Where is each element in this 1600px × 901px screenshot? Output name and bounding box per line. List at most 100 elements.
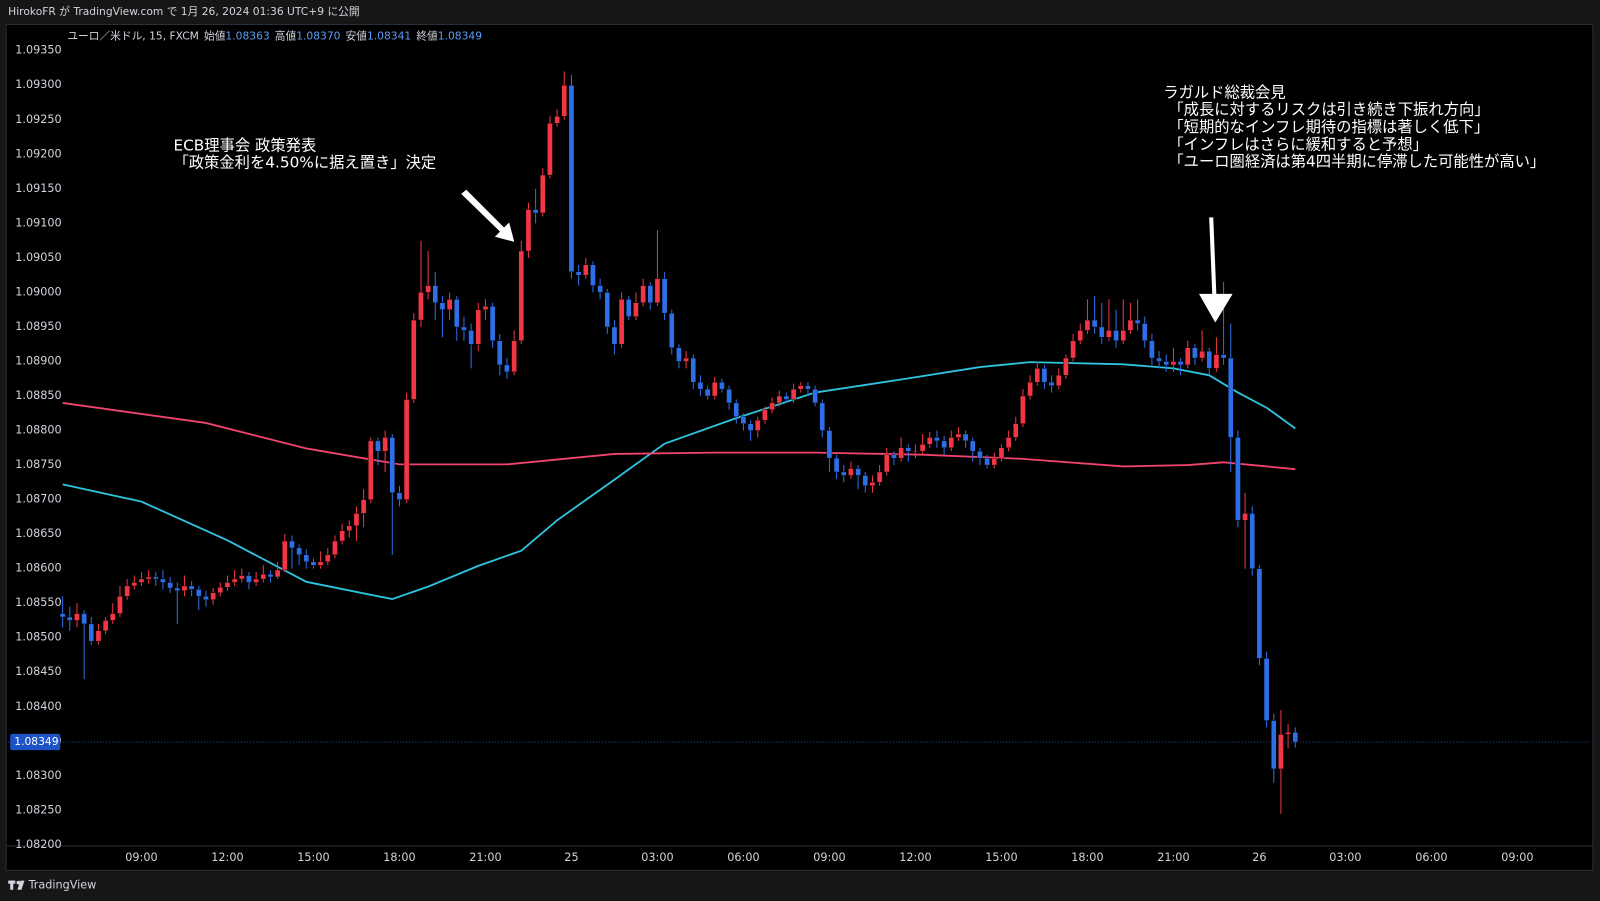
- candle-body: [697, 381, 704, 390]
- candle-body: [368, 440, 374, 500]
- x-tick-label: 09:00: [1501, 851, 1533, 864]
- logo-part: [16, 880, 21, 885]
- candle-body: [511, 340, 517, 373]
- last-price-tag: [10, 733, 61, 751]
- ohlc-value: 1.08363: [225, 30, 269, 43]
- candle-body: [1134, 319, 1141, 324]
- candle-body: [224, 582, 231, 588]
- ohlc-label: 始値: [204, 30, 226, 43]
- candle-body: [833, 457, 840, 473]
- candle-body: [1020, 395, 1026, 424]
- arrow: [1198, 217, 1233, 323]
- y-tick-label: 1.08450: [15, 665, 61, 678]
- candle-body: [704, 388, 711, 397]
- x-tick-label: 18:00: [383, 851, 415, 864]
- candle-body: [905, 447, 912, 452]
- candle-body: [848, 468, 854, 476]
- candle-body: [590, 264, 596, 286]
- footer-brand: TradingView: [28, 879, 97, 892]
- candle-body: [360, 499, 367, 514]
- candle-body: [826, 430, 833, 459]
- x-tick-label: 21:00: [469, 851, 501, 864]
- candle-body: [267, 573, 274, 578]
- candle-body: [876, 471, 883, 483]
- candle-body: [934, 437, 940, 442]
- candle-body: [454, 299, 460, 328]
- symbol-legend: ユーロ／米ドル, 15, FXCM 始値1.08363 高値1.08370 安値1.0…: [67, 30, 482, 43]
- x-tick-label: 25: [564, 851, 578, 864]
- candle-body: [525, 209, 532, 252]
- candle-body: [1256, 568, 1263, 659]
- candle-body: [1113, 330, 1119, 341]
- moving-average-line: [62, 361, 1296, 601]
- x-tick-label: 15:00: [985, 851, 1017, 864]
- candle-body: [927, 437, 933, 445]
- candle-body: [167, 582, 173, 589]
- candle-body: [253, 578, 259, 583]
- ohlc-label: 安値: [346, 30, 368, 43]
- candle-body: [231, 578, 238, 583]
- ohlc-value: 1.08341: [367, 30, 411, 43]
- x-tick-label: 06:00: [1415, 851, 1447, 864]
- candle-body: [117, 596, 123, 614]
- candle-body: [683, 357, 689, 362]
- candle-body: [296, 547, 302, 556]
- candle-body: [1235, 437, 1241, 521]
- candle-body: [611, 326, 618, 345]
- candle-body: [174, 587, 181, 591]
- x-tick-label: 12:00: [211, 851, 243, 864]
- candle-body: [102, 620, 109, 632]
- candle-body: [468, 330, 474, 345]
- y-tick-label: 1.08800: [15, 424, 61, 437]
- y-tick-label: 1.09100: [15, 216, 61, 229]
- candle-body: [67, 616, 73, 621]
- candle-body: [790, 388, 797, 400]
- arrow: [461, 189, 515, 242]
- candle-body: [819, 402, 826, 431]
- candle-body: [375, 440, 381, 452]
- candle-body: [991, 457, 998, 466]
- candle-body: [948, 437, 955, 449]
- candle-body: [489, 306, 496, 341]
- candle-body: [977, 451, 983, 459]
- candle-body: [138, 578, 145, 583]
- candle-body: [740, 416, 747, 424]
- x-tick-label: 03:00: [641, 851, 673, 864]
- candle-body: [81, 613, 87, 625]
- candle-body: [203, 596, 209, 600]
- candle-body: [1149, 340, 1155, 359]
- candle-body: [217, 587, 224, 594]
- x-tick-label: 21:00: [1157, 851, 1189, 864]
- candle-body: [984, 457, 990, 466]
- y-tick-label: 1.08550: [15, 596, 61, 609]
- symbol: ユーロ／米ドル, 15, FXCM: [67, 30, 199, 43]
- candle-body: [941, 440, 947, 449]
- candle-body: [1142, 323, 1148, 341]
- candle-body: [812, 388, 818, 404]
- candle-body: [1091, 319, 1098, 328]
- candle-body: [332, 540, 338, 556]
- candle-body: [783, 395, 790, 400]
- candle-body: [669, 312, 675, 348]
- candle-body: [131, 582, 138, 587]
- annotation: ECB理事会 政策発表: [173, 136, 316, 154]
- candle-body: [647, 285, 654, 303]
- candle-body: [153, 576, 159, 580]
- candle-body: [461, 326, 467, 331]
- candle-body: [1106, 330, 1112, 338]
- candle-body: [1034, 368, 1041, 383]
- candle-body: [805, 385, 811, 390]
- candle-body: [210, 592, 216, 600]
- candle-body: [798, 385, 804, 390]
- candle-body: [1156, 357, 1162, 362]
- candle-body: [1263, 658, 1270, 721]
- y-tick-label: 1.08500: [15, 631, 61, 644]
- candle-body: [1070, 340, 1076, 359]
- candle-body: [755, 419, 761, 431]
- y-tick-label: 1.08200: [15, 838, 61, 851]
- candle-body: [403, 399, 410, 500]
- candle-body: [712, 381, 718, 397]
- candle-body: [504, 364, 510, 373]
- candle-body: [432, 285, 439, 303]
- candle-body: [919, 444, 926, 452]
